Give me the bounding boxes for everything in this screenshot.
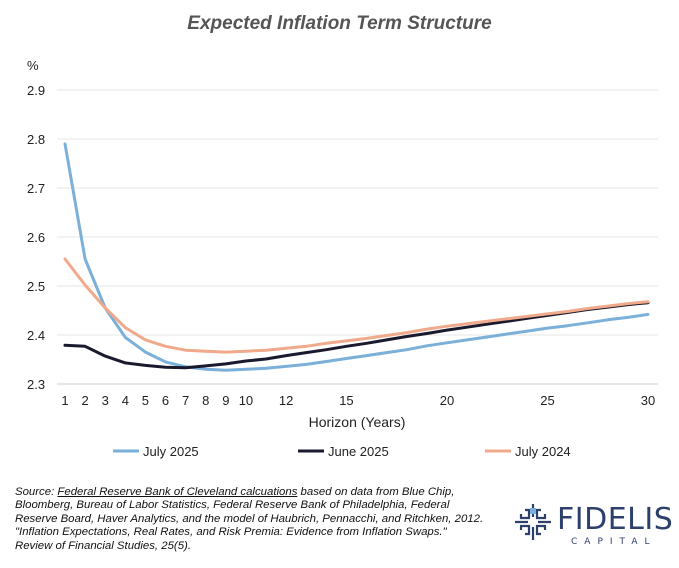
- x-tick-label: 20: [440, 393, 454, 408]
- logo-subtitle: CAPITAL: [571, 537, 657, 547]
- x-tick-label: 25: [540, 393, 554, 408]
- series-line-july-2024: [63, 257, 650, 354]
- x-tick-label: 1: [61, 393, 68, 408]
- x-tick-label: 8: [202, 393, 209, 408]
- source-text: based on data from Blue Chip, Bloomberg,…: [15, 486, 484, 552]
- x-tick-label: 10: [239, 393, 253, 408]
- x-tick-label: 12: [279, 393, 293, 408]
- x-axis-label: Horizon (Years): [309, 414, 406, 430]
- line-chart: 2.32.42.52.62.72.82.9 1 2 3 4 5 6 7 8 9 10 12 15 20 2…: [27, 58, 658, 459]
- logo-wordmark: FIDELIS: [557, 502, 674, 537]
- x-tick-label: 6: [162, 393, 169, 408]
- y-tick-label: 2.4: [27, 328, 45, 343]
- x-tick-label: 2: [81, 393, 88, 408]
- y-tick-label: 2.9: [27, 83, 45, 98]
- source-prefix: Source:: [15, 486, 58, 498]
- y-tick-label: 2.3: [27, 377, 45, 392]
- fidelis-logo-icon: [515, 504, 551, 540]
- source-link[interactable]: Federal Reserve Bank of Cleveland calcua…: [57, 486, 298, 498]
- legend: July 2025 June 2025 July 2024: [113, 444, 571, 459]
- company-logo: FIDELIS CAPITAL: [513, 500, 673, 550]
- y-axis-ticks: 2.3 2.4 2.5 2.6 2.7 2.8 2.9: [27, 83, 45, 392]
- x-tick-label: 9: [222, 393, 229, 408]
- y-tick-label: 2.5: [27, 279, 45, 294]
- x-tick-label: 30: [641, 393, 655, 408]
- legend-label-july-2024: July 2024: [515, 444, 571, 459]
- y-tick-label: 2.8: [27, 132, 45, 147]
- x-axis-ticks: 1 2 3 4 5 6 7 8 9 10 12 15 20 25 30: [61, 393, 655, 408]
- x-tick-label: 5: [142, 393, 149, 408]
- x-tick-label: 15: [339, 393, 353, 408]
- x-tick-label: 4: [122, 393, 129, 408]
- legend-label-june-2025: June 2025: [328, 444, 389, 459]
- x-tick-label: 3: [102, 393, 109, 408]
- y-tick-label: 2.7: [27, 181, 45, 196]
- chart-title: Expected Inflation Term Structure: [187, 13, 492, 34]
- x-tick-label: 7: [182, 393, 189, 408]
- y-axis-label: %: [27, 58, 39, 73]
- legend-label-july-2025: July 2025: [143, 444, 199, 459]
- series-lines: [63, 142, 650, 372]
- grid-lines: [57, 89, 658, 385]
- y-tick-label: 2.6: [27, 230, 45, 245]
- source-note: Source: Federal Reserve Bank of Clevelan…: [15, 486, 485, 553]
- series-line-july-2025: [63, 142, 650, 372]
